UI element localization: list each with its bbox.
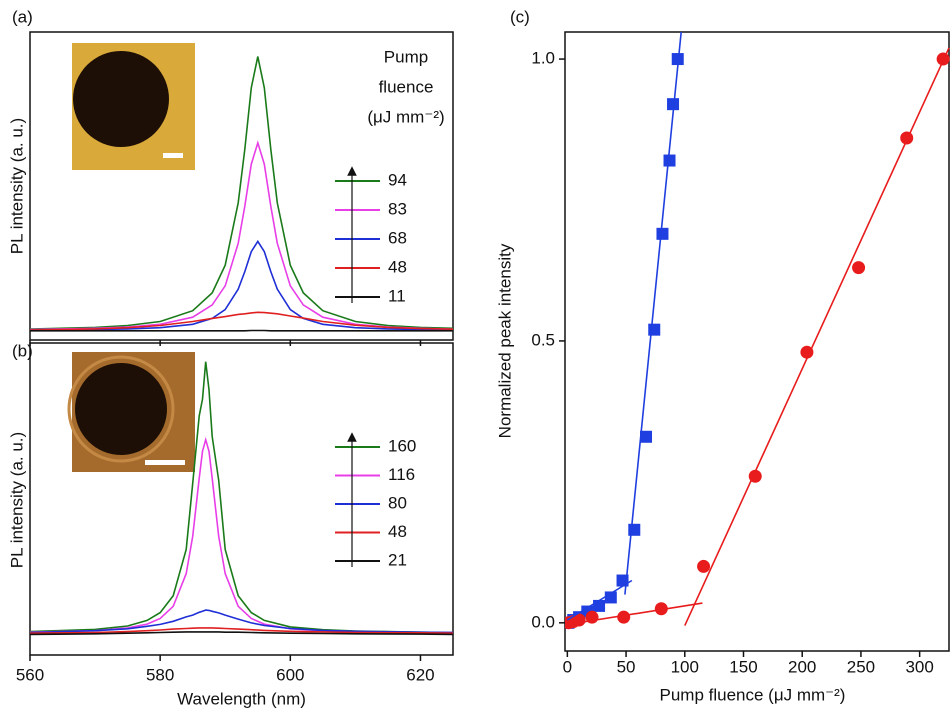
line — [30, 140, 453, 331]
y-tick-label: 0.5 — [531, 330, 555, 349]
plot-area — [30, 361, 453, 636]
line — [30, 631, 453, 636]
inset-a — [72, 43, 195, 170]
legend-title: (μJ mm⁻²) — [367, 107, 444, 126]
line — [624, 32, 682, 595]
line — [30, 311, 453, 331]
marker — [667, 98, 680, 111]
legend-label: 160 — [388, 436, 416, 455]
legend-label: 68 — [388, 228, 407, 247]
panel-label: (c) — [510, 7, 530, 26]
x-tick-label: 150 — [729, 657, 757, 676]
legend-label: 116 — [388, 465, 415, 484]
x-tick-label: 250 — [847, 657, 875, 676]
x-tick-label: 600 — [276, 665, 304, 684]
line — [30, 609, 453, 634]
line — [684, 47, 950, 626]
marker — [640, 430, 653, 443]
line — [30, 239, 453, 331]
x-tick-label: 560 — [16, 665, 44, 684]
legend-title: Pump — [384, 47, 428, 66]
y-axis-label: PL intensity (a. u.) — [7, 118, 26, 254]
x-tick-label: 580 — [146, 665, 174, 684]
plot-frame — [564, 31, 950, 652]
panel-label: (a) — [12, 7, 33, 26]
y-tick-label: 1.0 — [531, 49, 555, 68]
plot-frame — [29, 342, 454, 656]
line — [30, 361, 453, 634]
x-tick-label: 0 — [563, 657, 572, 676]
marker — [697, 559, 711, 573]
legend-label: 94 — [388, 170, 407, 189]
marker — [648, 323, 661, 336]
panel-label: (b) — [12, 341, 33, 360]
plot-frame — [29, 31, 454, 341]
marker — [628, 523, 641, 536]
plot-area — [565, 32, 950, 630]
marker — [663, 154, 676, 167]
legend-label: 48 — [388, 257, 407, 276]
marker — [852, 261, 866, 275]
legend-label: 83 — [388, 199, 407, 218]
marker — [593, 599, 606, 612]
x-tick-label: 620 — [406, 665, 434, 684]
x-tick-label: 200 — [788, 657, 816, 676]
marker — [900, 131, 914, 145]
legend-label: 21 — [388, 550, 407, 569]
x-tick-label: 300 — [905, 657, 933, 676]
line — [567, 602, 703, 626]
y-axis-label: PL intensity (a. u.) — [7, 432, 26, 568]
plot-area — [30, 56, 453, 332]
marker — [800, 345, 814, 359]
line — [30, 56, 453, 330]
marker — [656, 227, 669, 240]
x-tick-label: 100 — [671, 657, 699, 676]
legend-title: fluence — [379, 77, 434, 96]
x-tick-label: 50 — [617, 657, 636, 676]
legend-label: 11 — [388, 286, 406, 305]
legend-label: 48 — [388, 522, 407, 541]
y-axis-label: Normalized peak intensity — [495, 243, 514, 438]
marker — [617, 610, 631, 624]
marker — [654, 602, 668, 616]
y-tick-label: 0.0 — [531, 612, 555, 631]
x-axis-label: Pump fluence (μJ mm⁻²) — [660, 685, 846, 704]
inset-b — [67, 352, 195, 472]
x-axis-label: Wavelength (nm) — [177, 689, 306, 708]
line — [566, 579, 633, 621]
legend-label: 80 — [388, 493, 407, 512]
line — [30, 627, 453, 634]
